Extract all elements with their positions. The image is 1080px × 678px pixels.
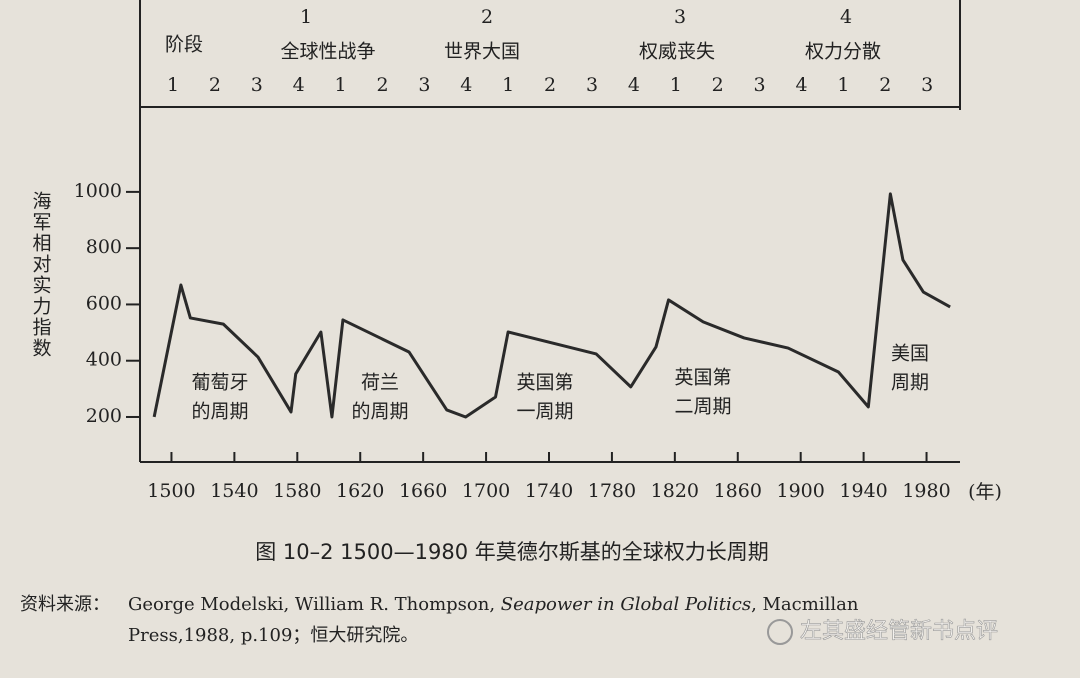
sub-phase-number: 1 [837,74,849,96]
x-tick-label: 1660 [399,480,447,502]
cycle-annotation: 周期 [891,372,929,394]
sub-phase-number: 4 [628,74,640,96]
cycle-annotation: 英国第 [674,367,731,389]
sub-phase-number: 4 [795,74,807,96]
x-tick-label: 1500 [147,480,195,502]
data-line [152,192,951,419]
source-line1: George Modelski, William R. Thompson, Se… [128,594,859,615]
sub-phase-number: 2 [879,74,891,96]
x-tick-label: 1900 [777,480,825,502]
cycle-annotation: 英国第 [516,372,573,394]
watermark-icon [767,619,793,645]
x-tick-label: 1820 [651,480,699,502]
source-label: 资料来源： [20,594,110,615]
caption: 图 10–2 1500—1980 年莫德尔斯基的全球权力长周期 [255,540,769,564]
y-tick-label: 1000 [74,180,122,202]
x-tick-label: 1780 [588,480,636,502]
y-tick-label: 400 [86,349,122,371]
cycle-annotation: 一周期 [516,401,573,423]
sub-phase-number: 2 [376,74,388,96]
sub-phase-number: 2 [544,74,556,96]
x-tick-label: 1860 [714,480,762,502]
sub-phase-number: 1 [167,74,179,96]
source-text: , Macmillan [751,594,859,615]
sub-phase-number: 2 [712,74,724,96]
phase-name: 权威丧失 [639,41,715,63]
source-line2: Press,1988, p.109；恒大研究院。 [128,625,418,646]
cycle-annotation: 二周期 [674,396,731,418]
phase-name: 权力分散 [805,41,881,63]
x-unit-label: (年) [968,481,1002,503]
cycle-annotation: 的周期 [191,401,248,423]
source-text: George Modelski, William R. Thompson, [128,594,501,615]
y-tick-label: 600 [86,292,122,314]
y-axis-label: 海军相对实力指数 [30,191,52,359]
sub-phase-number: 3 [921,74,933,96]
cycle-annotation: 荷兰 [361,372,399,394]
phase-number: 3 [674,6,686,28]
sub-phase-number: 1 [502,74,514,96]
cycle-annotation: 的周期 [351,401,408,423]
sub-phase-number: 2 [209,74,221,96]
sub-phase-number: 4 [460,74,472,96]
x-tick-label: 1740 [525,480,573,502]
x-tick-label: 1700 [462,480,510,502]
phase-number: 1 [300,6,312,28]
y-tick-label: 200 [86,405,122,427]
source-title: Seapower in Global Politics [501,594,751,615]
phase-number: 4 [840,6,852,28]
sub-phase-number: 4 [293,74,305,96]
sub-phase-number: 3 [418,74,430,96]
y-tick-label: 800 [86,236,122,258]
x-tick-label: 1620 [336,480,384,502]
sub-phase-number: 3 [754,74,766,96]
x-tick-label: 1980 [902,480,950,502]
sub-phase-number: 3 [586,74,598,96]
cycle-annotation: 葡萄牙 [191,372,248,394]
sub-phase-number: 3 [251,74,263,96]
phase-name: 全球性战争 [280,41,375,63]
header-label: 阶段 [165,34,203,56]
x-tick-label: 1940 [839,480,887,502]
x-tick-label: 1540 [210,480,258,502]
x-tick-label: 1580 [273,480,321,502]
sub-phase-number: 1 [670,74,682,96]
watermark: 左其盛经管新书点评 [800,619,998,644]
sub-phase-number: 1 [335,74,347,96]
cycle-annotation: 美国 [891,343,929,365]
phase-number: 2 [481,6,493,28]
phase-name: 世界大国 [444,41,520,63]
